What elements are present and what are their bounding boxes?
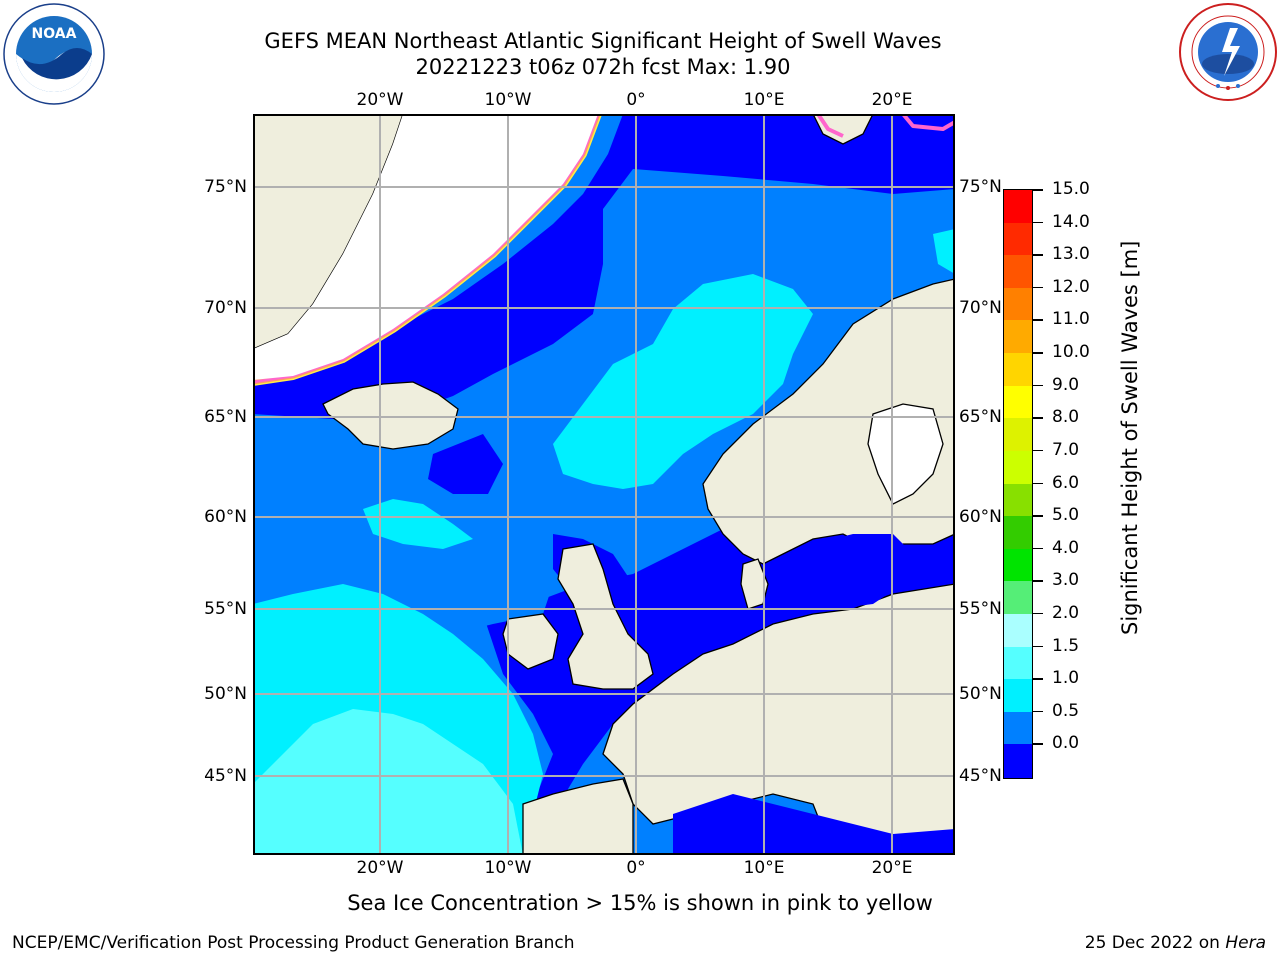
lon-label-bottom-20e: 20°E (871, 858, 913, 878)
map-frame (253, 114, 955, 855)
colorbar-tick-mark (1033, 743, 1043, 745)
sea-ice-interior (253, 114, 598, 380)
colorbar-tick-label: 10.0 (1052, 342, 1090, 363)
colorbar (1003, 189, 1033, 779)
lat-label-right-45n: 45°N (959, 766, 1002, 786)
colorbar-tick-label: 0.0 (1052, 733, 1080, 754)
lon-label-top-10w: 10°W (484, 90, 532, 110)
graticule (253, 114, 955, 855)
colorbar-tick-mark (1033, 580, 1043, 582)
lat-label-right-60n: 60°N (959, 507, 1002, 527)
footer-machine: Hera (1225, 933, 1266, 953)
lat-label-right-70n: 70°N (959, 298, 1002, 318)
lat-label-left-60n: 60°N (204, 507, 247, 527)
colorbar-tick-label: 9.0 (1052, 374, 1080, 395)
colorbar-segment (1004, 516, 1032, 550)
colorbar-tick-mark (1033, 352, 1043, 354)
colorbar-segment (1004, 646, 1032, 680)
swell-band-1.5-2.0 (253, 709, 523, 855)
colorbar-segment (1004, 385, 1032, 419)
colorbar-tick-label: 14.0 (1052, 211, 1090, 232)
colorbar-segment (1004, 190, 1032, 224)
colorbar-segment (1004, 613, 1032, 648)
colorbar-labels: 15.0 14.0 13.0 12.0 11.0 10.0 9.0 8.0 7.0 6.0 5.0 4… (1052, 179, 1112, 781)
lat-label-right-55n: 55°N (959, 599, 1002, 619)
colorbar-segment (1004, 581, 1032, 615)
colorbar-tick-label: 15.0 (1052, 179, 1090, 199)
baltic-sea (813, 534, 913, 609)
colorbar-tick-mark (1033, 612, 1043, 615)
colorbar-tick-label: 11.0 (1052, 309, 1090, 330)
lat-label-right-65n: 65°N (959, 407, 1002, 427)
colorbar-segment (1004, 548, 1032, 582)
lat-label-right-75n: 75°N (959, 177, 1002, 197)
colorbar-segment (1004, 320, 1032, 354)
colorbar-segment (1004, 353, 1032, 387)
map-title: GEFS MEAN Northeast Atlantic Significant… (264, 29, 942, 53)
colorbar-tick-mark (1033, 221, 1043, 224)
colorbar-tick-mark (1033, 417, 1043, 419)
lat-label-left-55n: 55°N (204, 599, 247, 619)
colorbar-tick-mark (1033, 547, 1043, 550)
colorbar-tick-label: 3.0 (1052, 570, 1080, 591)
colorbar-tick-label: 0.5 (1052, 700, 1080, 721)
colorbar-tick-mark (1033, 189, 1043, 191)
lat-label-left-45n: 45°N (204, 766, 247, 786)
colorbar-segment (1004, 255, 1032, 289)
nws-logo (1179, 3, 1277, 101)
map-subtitle: 20221223 t06z 072h fcst Max: 1.90 (415, 55, 791, 79)
colorbar-segment (1004, 418, 1032, 452)
colorbar-tick-label: 6.0 (1052, 472, 1080, 493)
lon-label-top-0: 0° (626, 90, 646, 110)
colorbar-tick-mark (1033, 384, 1043, 387)
noaa-logo: NOAA (3, 3, 105, 105)
colorbar-tick-mark (1033, 710, 1043, 713)
lat-label-right-50n: 50°N (959, 684, 1002, 704)
colorbar-ticks (1033, 189, 1045, 781)
colorbar-tick-mark (1033, 286, 1043, 289)
lon-label-bottom-0: 0° (626, 858, 646, 878)
lat-label-left-50n: 50°N (204, 684, 247, 704)
colorbar-tick-mark (1033, 482, 1043, 484)
lon-label-bottom-10e: 10°E (743, 858, 785, 878)
colorbar-tick-label: 4.0 (1052, 537, 1080, 558)
footer-left: NCEP/EMC/Verification Post Processing Pr… (12, 933, 575, 953)
noaa-logo-text: NOAA (32, 26, 77, 42)
lon-label-top-10e: 10°E (743, 90, 785, 110)
footer-right: 25 Dec 2022 on Hera (1085, 933, 1266, 953)
lon-label-bottom-20w: 20°W (356, 858, 404, 878)
colorbar-tick-label: 1.0 (1052, 668, 1080, 689)
lon-label-top-20w: 20°W (356, 90, 404, 110)
colorbar-tick-mark (1033, 645, 1043, 648)
colorbar-tick-mark (1033, 449, 1043, 452)
colorbar-title: Significant Height of Swell Waves [m] (1118, 240, 1142, 635)
colorbar-tick-label: 7.0 (1052, 439, 1080, 460)
lat-label-left-70n: 70°N (204, 298, 247, 318)
colorbar-segment (1004, 222, 1032, 256)
colorbar-tick-label: 1.5 (1052, 635, 1080, 656)
colorbar-segment (1004, 711, 1032, 745)
colorbar-segment (1004, 287, 1032, 322)
colorbar-tick-mark (1033, 515, 1043, 517)
lon-label-bottom-10w: 10°W (484, 858, 532, 878)
lat-label-left-65n: 65°N (204, 407, 247, 427)
colorbar-tick-label: 13.0 (1052, 244, 1090, 265)
colorbar-tick-label: 8.0 (1052, 407, 1080, 428)
sea-ice-note: Sea Ice Concentration > 15% is shown in … (347, 891, 933, 915)
lat-label-left-75n: 75°N (204, 177, 247, 197)
colorbar-tick-label: 2.0 (1052, 602, 1080, 623)
map-panel (253, 114, 955, 855)
colorbar-segment (1004, 483, 1032, 517)
colorbar-segment (1004, 450, 1032, 485)
colorbar-segment (1004, 744, 1032, 778)
lon-label-top-20e: 20°E (871, 90, 913, 110)
colorbar-tick-mark (1033, 254, 1043, 256)
colorbar-tick-mark (1033, 678, 1043, 680)
colorbar-tick-label: 12.0 (1052, 276, 1090, 297)
footer-date: 25 Dec 2022 on (1084, 933, 1220, 953)
colorbar-segment (1004, 679, 1032, 713)
colorbar-tick-mark (1033, 319, 1043, 321)
colorbar-tick-label: 5.0 (1052, 505, 1080, 526)
mediterranean-sea (673, 794, 955, 855)
